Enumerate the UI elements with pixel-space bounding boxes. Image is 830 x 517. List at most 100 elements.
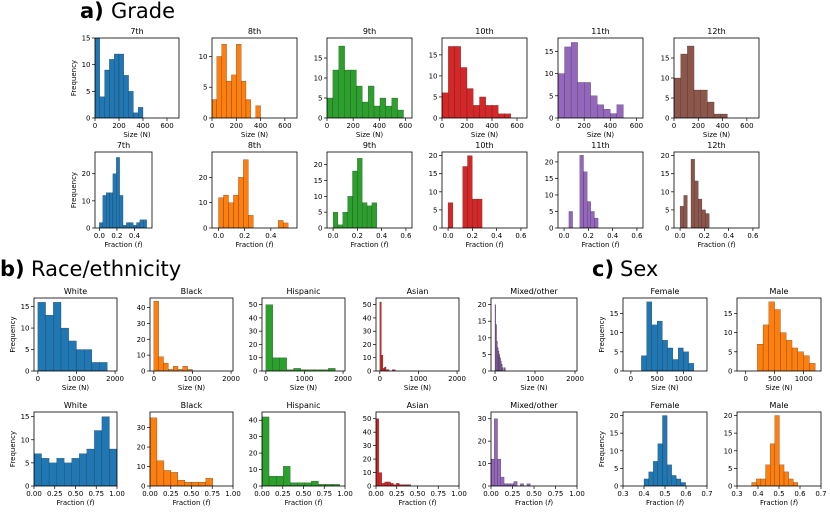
- axes-frame: [94, 37, 180, 119]
- histogram-bar: [328, 368, 336, 371]
- x-tick-label: 200: [577, 122, 590, 130]
- bar-group: [153, 301, 193, 371]
- x-tick-label: 1.00: [109, 490, 125, 498]
- histogram-bar: [163, 470, 172, 486]
- x-tick-label: 0.00: [26, 490, 42, 498]
- fraction-symbol: f: [793, 499, 797, 507]
- x-tick-label: 0.0: [94, 232, 105, 240]
- x-tick-label: 600: [740, 122, 753, 130]
- x-tick-label: 0.2: [699, 232, 710, 240]
- histogram-bar: [272, 357, 280, 371]
- panel-title: Asian: [407, 401, 429, 410]
- histogram-bar: [583, 171, 588, 228]
- x-tick-label: 400: [604, 122, 617, 130]
- histogram-bar: [500, 476, 505, 486]
- y-tick-label: 5: [25, 346, 29, 354]
- histogram-bar: [279, 357, 287, 371]
- histogram-bar: [454, 46, 461, 118]
- histogram-bar: [447, 202, 454, 228]
- histogram-bar: [128, 91, 134, 118]
- x-tick-label: 600: [630, 122, 643, 130]
- y-tick-label: 0: [367, 368, 371, 376]
- bar-group: [447, 155, 483, 228]
- histogram-bar: [342, 212, 348, 228]
- histogram-bar: [590, 95, 598, 118]
- fraction-symbol: f: [89, 499, 93, 507]
- x-tick-label: 0.75: [430, 490, 446, 498]
- histogram-bar: [86, 448, 95, 486]
- y-tick-label: 10: [429, 72, 438, 80]
- histogram-bar: [243, 159, 249, 228]
- y-tick-label: 10: [724, 447, 733, 455]
- y-tick-label: 30: [478, 415, 487, 423]
- histogram-bar: [156, 460, 165, 486]
- histogram-bar: [594, 217, 599, 228]
- x-tick-label: 0.4: [265, 232, 277, 240]
- x-tick-label: 0.00: [254, 490, 270, 498]
- y-tick-label: 20: [610, 412, 619, 420]
- histogram-bar: [368, 85, 375, 118]
- x-axis-label: Size (N): [471, 131, 499, 139]
- histogram-bar: [788, 478, 794, 486]
- histogram-bar: [262, 416, 270, 486]
- histogram-bar: [701, 209, 706, 228]
- histogram-bar: [37, 302, 46, 371]
- x-tick-label: 1000: [68, 375, 86, 383]
- histogram-bar: [357, 158, 363, 228]
- y-tick-label: 15: [429, 51, 438, 59]
- y-tick-label: 20: [314, 161, 323, 169]
- histogram-panel: Black 0 1000 2000 0 10 20 30 40 Size (N): [137, 287, 240, 392]
- y-tick-label: 10: [610, 447, 619, 455]
- histogram-bar: [177, 480, 185, 486]
- histogram-bar: [385, 105, 392, 118]
- x-tick-label: 0.00: [142, 490, 158, 498]
- x-tick-label: 0: [556, 122, 560, 130]
- fraction-symbol: f: [730, 241, 734, 249]
- y-tick-label: 0: [433, 115, 437, 123]
- x-tick-label: 0.25: [163, 490, 179, 498]
- x-tick-label: 0.6: [631, 232, 643, 240]
- histogram-panel: Male 0 500 1000 0 5 10 15 Size (N): [724, 287, 822, 392]
- panel-title: 9th: [363, 27, 376, 36]
- x-tick-label: 0.5: [773, 490, 784, 498]
- histogram-bar: [472, 198, 478, 228]
- bar-group: [95, 38, 144, 118]
- x-axis-label: Size (N): [356, 131, 384, 139]
- fraction-symbol: f: [431, 499, 435, 507]
- y-axis-label: Frequency: [598, 431, 606, 467]
- histogram-bar: [109, 192, 114, 228]
- histogram-bar: [233, 194, 239, 228]
- histogram-bar: [99, 362, 108, 371]
- histogram-panel: 7th 0.0 0.2 0.4 0 10 20 Fraction (f) Frequency: [70, 141, 153, 249]
- x-axis-label: Fraction (f): [284, 499, 322, 507]
- x-tick-label: 600: [399, 122, 412, 130]
- x-tick-label: 0: [36, 375, 40, 383]
- x-tick-label: 0.25: [275, 490, 291, 498]
- axes-frame: [261, 411, 346, 487]
- x-tick-label: 600: [160, 122, 173, 130]
- y-tick-label: 20: [478, 301, 487, 309]
- histogram-bar: [442, 92, 449, 118]
- x-tick-label: 0.75: [204, 490, 220, 498]
- histogram-bar: [477, 198, 483, 228]
- x-tick-label: 0.50: [410, 490, 426, 498]
- histogram-bar: [187, 369, 193, 371]
- bar-group: [376, 418, 411, 486]
- y-tick-label: 30: [137, 320, 146, 328]
- y-tick-label: 40: [363, 429, 372, 437]
- x-axis-label: Size (N): [178, 384, 206, 392]
- y-tick-label: 15: [21, 413, 30, 421]
- histogram-panel: Mixed/other 0 1000 2000 0 5 10 15 20 Size (N): [478, 287, 584, 392]
- histogram-bar: [558, 73, 565, 118]
- bar-group: [212, 44, 261, 118]
- x-tick-label: 0.75: [548, 490, 564, 498]
- x-axis-label: Fraction (f): [646, 499, 684, 507]
- x-tick-label: 600: [510, 122, 523, 130]
- histogram-bar: [99, 96, 105, 118]
- histogram-bar: [56, 458, 65, 486]
- fraction-symbol: f: [205, 499, 209, 507]
- histogram-bar: [590, 211, 595, 228]
- x-axis-label: Size (N): [123, 131, 151, 139]
- histogram-bar: [674, 77, 681, 118]
